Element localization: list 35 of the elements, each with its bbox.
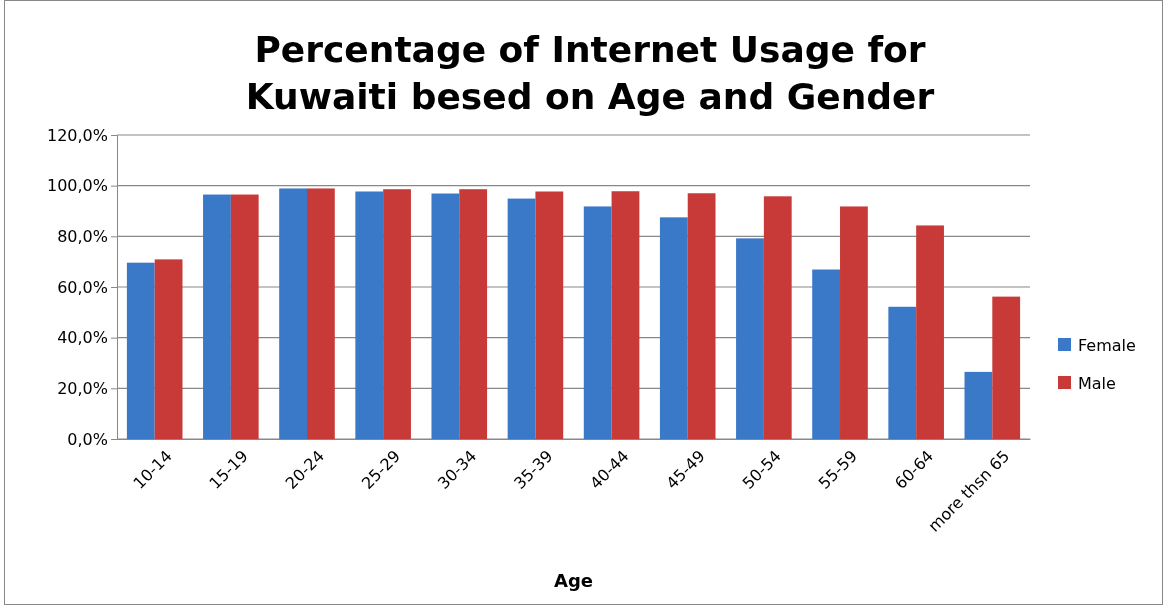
bar bbox=[583, 206, 612, 439]
bar bbox=[687, 193, 716, 439]
bar bbox=[763, 196, 792, 439]
bar bbox=[812, 269, 841, 439]
bar bbox=[383, 189, 411, 439]
bar bbox=[916, 225, 944, 439]
bar bbox=[736, 238, 764, 439]
bar bbox=[535, 191, 564, 439]
bar bbox=[230, 194, 259, 439]
y-tick-label: 100,0% bbox=[46, 176, 108, 196]
bar bbox=[992, 296, 1021, 439]
y-tick-label: 80,0% bbox=[57, 226, 108, 246]
bar bbox=[306, 188, 335, 439]
bar bbox=[431, 193, 460, 439]
y-tick-label: 40,0% bbox=[57, 328, 108, 348]
y-tick-label: 60,0% bbox=[57, 277, 108, 297]
legend-label: Male bbox=[1078, 374, 1116, 393]
bar bbox=[964, 371, 993, 439]
bar bbox=[279, 188, 307, 439]
y-tick-label: 20,0% bbox=[57, 378, 108, 398]
bar bbox=[840, 206, 868, 439]
bar bbox=[507, 198, 536, 439]
bar bbox=[659, 217, 688, 439]
bar bbox=[203, 194, 231, 439]
bar bbox=[459, 189, 488, 439]
legend-label: Female bbox=[1078, 336, 1136, 355]
bar bbox=[355, 191, 384, 439]
y-tick-label: 0,0% bbox=[67, 429, 108, 449]
x-axis-title: Age bbox=[553, 570, 594, 591]
chart-title: Percentage of Internet Usage for Kuwaiti besed on Age and Gender bbox=[245, 29, 935, 117]
bar bbox=[126, 262, 155, 439]
bar bbox=[888, 306, 917, 439]
y-tick-label: 120,0% bbox=[46, 125, 108, 145]
bar bbox=[611, 191, 640, 439]
bar bbox=[154, 259, 183, 439]
